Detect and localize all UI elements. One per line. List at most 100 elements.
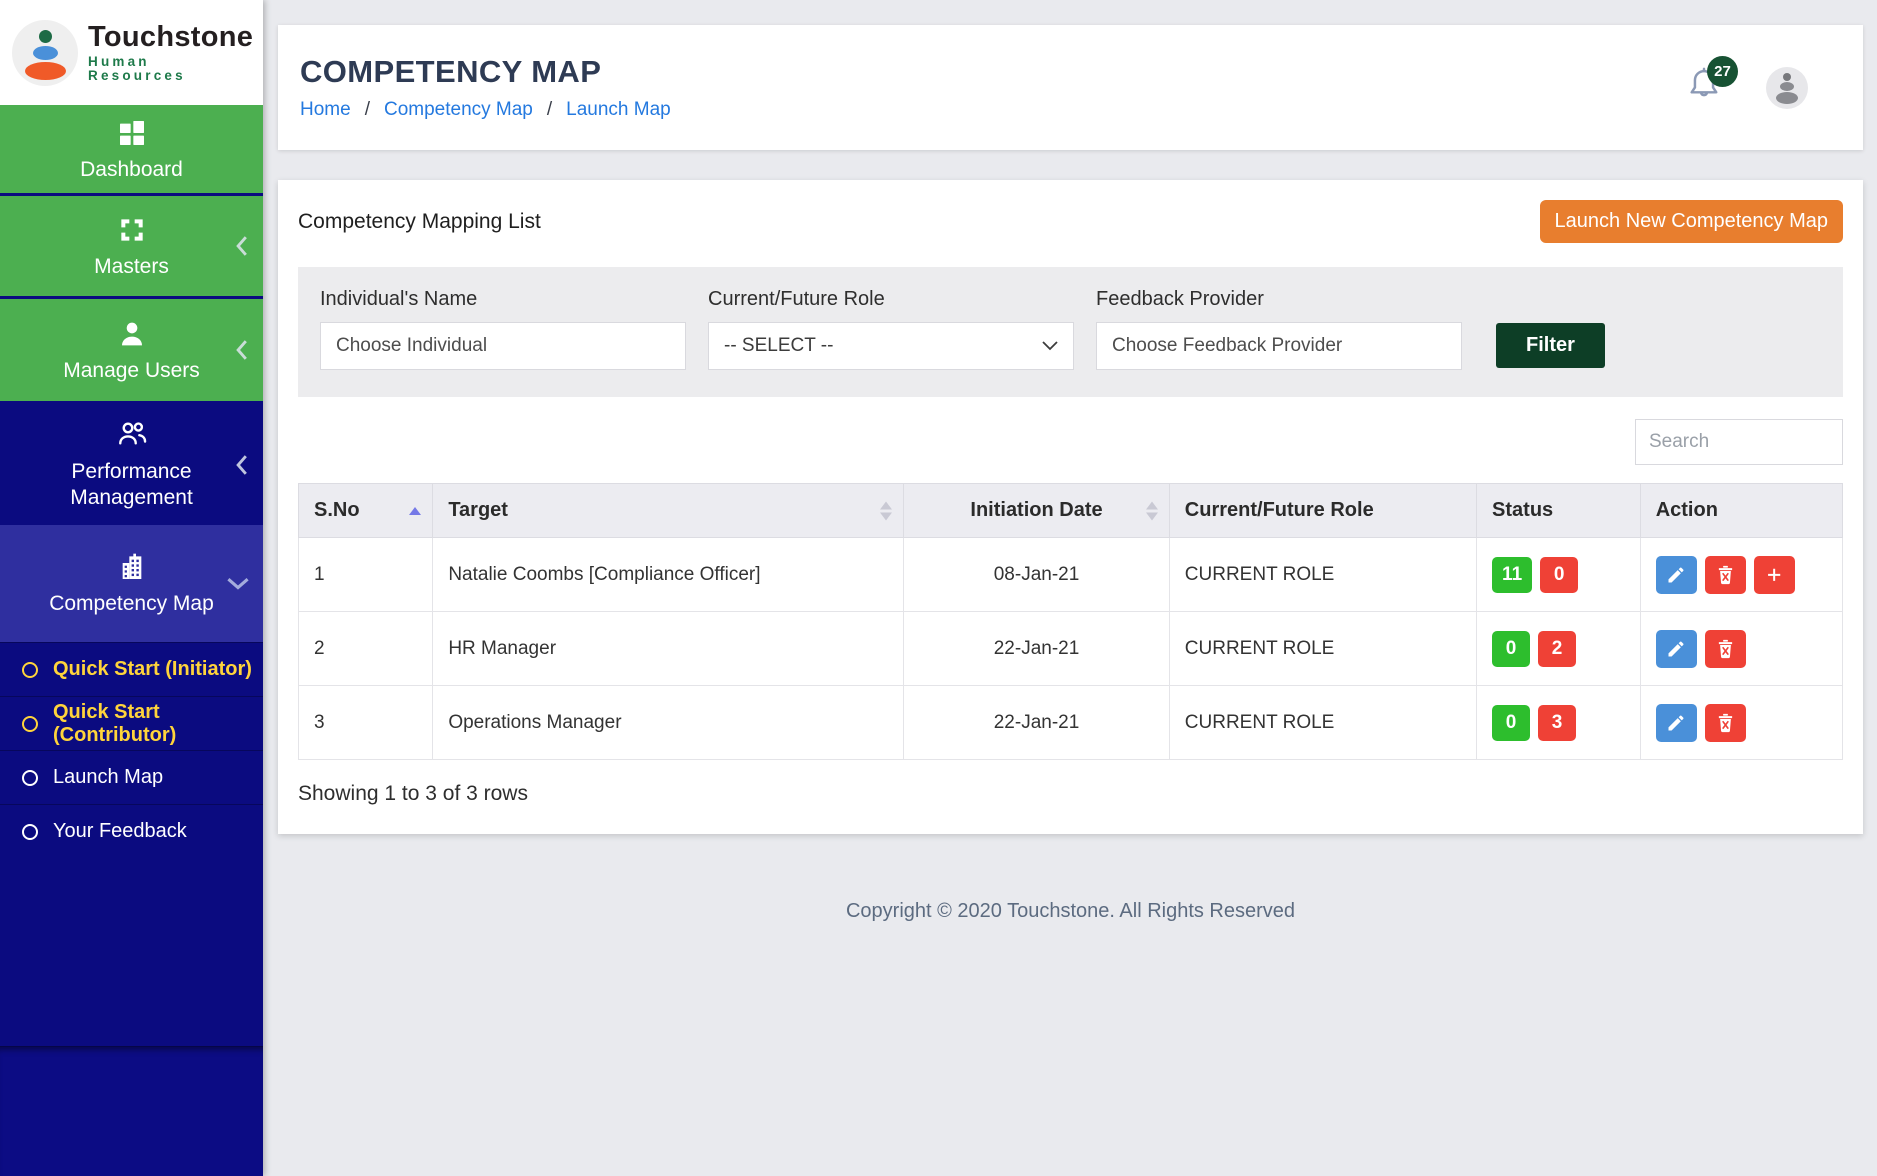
trash-x-icon <box>1718 713 1732 732</box>
competency-mapping-card: Competency Mapping List Launch New Compe… <box>278 180 1863 834</box>
users-group-icon <box>118 422 146 445</box>
brand-logo[interactable]: Touchstone Human Resources <box>0 0 263 105</box>
chevron-left-icon <box>236 236 247 256</box>
pencil-icon <box>1668 567 1684 582</box>
sort-icon <box>880 501 893 520</box>
chevron-down-icon <box>1042 341 1058 351</box>
feedback-provider-label: Feedback Provider <box>1096 288 1264 310</box>
breadcrumb-competency-map[interactable]: Competency Map <box>383 99 533 120</box>
cell-role: CURRENT ROLE <box>1168 611 1478 686</box>
cell-target: Natalie Coombs [Compliance Officer] <box>432 537 905 612</box>
table-row: 3 Operations Manager 22-Jan-21 CURRENT R… <box>297 685 1844 760</box>
sidebar-item-performance-management[interactable]: Performance Management <box>0 404 263 525</box>
main-content: COMPETENCY MAP Home / Competency Map / L… <box>263 0 1877 1176</box>
cell-target: HR Manager <box>432 611 905 686</box>
status-pending-badge[interactable]: 3 <box>1538 704 1577 741</box>
sidebar-item-label: Manage Users <box>63 358 200 382</box>
sidebar-item-label: Dashboard <box>80 157 183 181</box>
status-complete-badge[interactable]: 11 <box>1492 556 1533 593</box>
column-header-action: Action <box>1639 483 1844 538</box>
breadcrumb-separator: / <box>364 99 370 120</box>
filter-bar: Individual's Name Current/Future Role --… <box>298 267 1843 397</box>
table-search-input[interactable] <box>1635 419 1843 465</box>
edit-button[interactable] <box>1655 629 1697 668</box>
user-profile-button[interactable] <box>1766 66 1808 109</box>
cell-action <box>1639 685 1844 760</box>
brand-logo-icon <box>12 19 78 86</box>
footer-copyright: Copyright © 2020 Touchstone. All Rights … <box>845 900 1296 922</box>
plus-icon <box>1768 568 1781 581</box>
card-title: Competency Mapping List <box>298 209 541 233</box>
edit-button[interactable] <box>1655 555 1697 594</box>
sidebar: Touchstone Human Resources Dashboard Mas… <box>0 0 263 1176</box>
circle-icon <box>22 769 38 786</box>
edit-button[interactable] <box>1655 703 1697 742</box>
sidebar-item-label: Competency Map <box>49 592 214 615</box>
cell-action <box>1639 537 1844 612</box>
sort-icon <box>1145 501 1158 520</box>
column-header-sno[interactable]: S.No <box>297 483 434 538</box>
delete-button[interactable] <box>1704 703 1746 742</box>
launch-new-competency-map-button[interactable]: Launch New Competency Map <box>1539 200 1843 243</box>
user-icon <box>121 322 142 345</box>
current-future-role-label: Current/Future Role <box>708 288 885 310</box>
current-future-role-select[interactable]: -- SELECT -- <box>708 322 1074 370</box>
brand-subtitle: Human Resources <box>88 54 186 84</box>
sort-asc-icon <box>409 506 422 515</box>
sidebar-subitem-label: Quick Start (Contributor) <box>53 700 177 746</box>
avatar-icon <box>1783 72 1791 81</box>
table-summary: Showing 1 to 3 of 3 rows <box>298 782 528 805</box>
column-header-role: Current/Future Role <box>1168 483 1478 538</box>
circle-icon <box>22 661 38 678</box>
breadcrumb: Home / Competency Map / Launch Map <box>300 99 671 121</box>
status-complete-badge[interactable]: 0 <box>1492 630 1531 667</box>
delete-button[interactable] <box>1704 555 1746 594</box>
breadcrumb-home[interactable]: Home <box>300 99 351 120</box>
sidebar-subitem-label: Launch Map <box>53 766 164 788</box>
delete-button[interactable] <box>1704 629 1746 668</box>
individual-name-input[interactable] <box>320 322 686 370</box>
chevron-down-icon <box>227 577 249 590</box>
cell-role: CURRENT ROLE <box>1168 685 1478 760</box>
sidebar-item-quick-start-contributor[interactable]: Quick Start (Contributor) <box>0 696 263 750</box>
column-header-initiation-date[interactable]: Initiation Date <box>903 483 1170 538</box>
cell-initiation-date: 08-Jan-21 <box>903 537 1170 612</box>
sidebar-item-quick-start-initiator[interactable]: Quick Start (Initiator) <box>0 642 263 696</box>
pencil-icon <box>1668 641 1684 656</box>
trash-x-icon <box>1718 639 1732 658</box>
status-complete-badge[interactable]: 0 <box>1492 704 1531 741</box>
cell-sno: 1 <box>297 537 434 612</box>
status-pending-badge[interactable]: 2 <box>1538 630 1577 667</box>
cell-initiation-date: 22-Jan-21 <box>903 685 1170 760</box>
pencil-icon <box>1668 715 1684 730</box>
sidebar-item-manage-users[interactable]: Manage Users <box>0 299 263 404</box>
breadcrumb-separator: / <box>546 99 553 120</box>
sidebar-item-masters[interactable]: Masters <box>0 196 263 299</box>
cell-sno: 3 <box>297 685 434 760</box>
sidebar-item-dashboard[interactable]: Dashboard <box>0 105 263 196</box>
feedback-provider-input[interactable] <box>1096 322 1462 370</box>
table-header-row: S.No Target Initiation Date Current/Futu… <box>297 483 1844 538</box>
sidebar-item-your-feedback[interactable]: Your Feedback <box>0 804 263 858</box>
filter-button[interactable]: Filter <box>1496 323 1605 368</box>
page-title: COMPETENCY MAP <box>300 54 602 89</box>
add-button[interactable] <box>1753 555 1795 594</box>
sidebar-item-launch-map[interactable]: Launch Map <box>0 750 263 804</box>
cell-sno: 2 <box>297 611 434 686</box>
sidebar-item-competency-map[interactable]: Competency Map <box>0 525 263 642</box>
notifications-button[interactable]: 27 <box>1686 56 1738 109</box>
masters-brackets-icon <box>120 218 143 241</box>
column-header-target[interactable]: Target <box>432 483 905 538</box>
competency-mapping-table: S.No Target Initiation Date Current/Futu… <box>297 483 1844 760</box>
sidebar-filler <box>0 858 263 1046</box>
select-value: -- SELECT -- <box>724 335 834 356</box>
column-header-status: Status <box>1476 483 1641 538</box>
breadcrumb-launch-map[interactable]: Launch Map <box>566 99 671 120</box>
status-pending-badge[interactable]: 0 <box>1540 556 1579 593</box>
building-icon <box>122 553 141 579</box>
notification-count-badge: 27 <box>1707 56 1738 87</box>
chevron-left-icon <box>236 454 247 475</box>
